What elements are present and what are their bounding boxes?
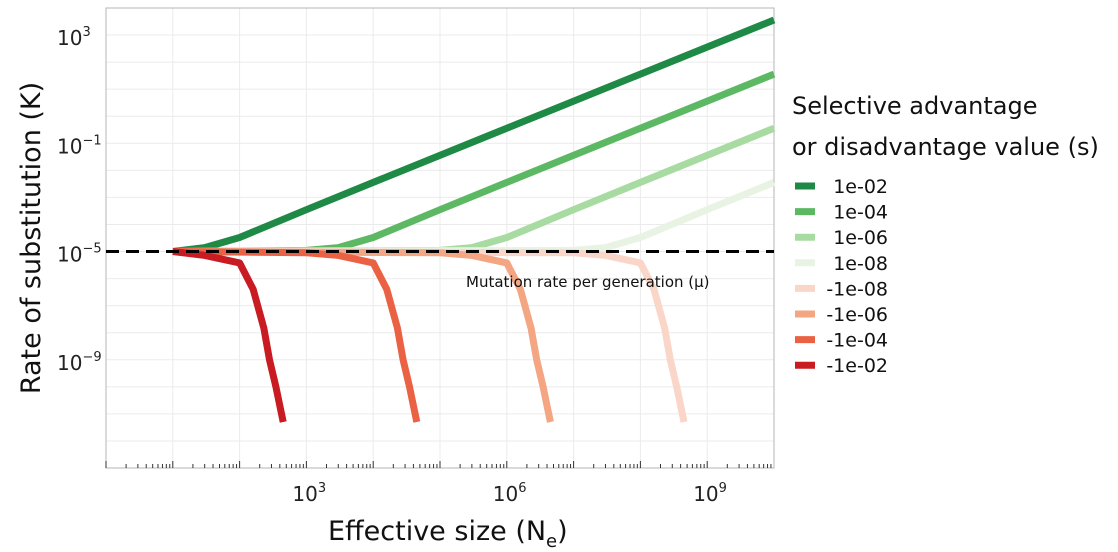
series-lines xyxy=(172,16,776,423)
x-tick-exponent: 3 xyxy=(318,481,326,496)
legend-label: 1e-08 xyxy=(833,253,888,275)
legend-label: -1e-08 xyxy=(826,278,888,300)
y-tick-base: 10 xyxy=(57,134,82,158)
x-tick-base: 10 xyxy=(693,482,718,506)
y-tick-label: 103 xyxy=(57,25,91,50)
y-tick-exponent: 3 xyxy=(82,25,90,40)
series-line-1e-06 xyxy=(172,124,776,255)
legend-items: 1e-02 1e-04 1e-06 1e-08 -1e-08 -1e-06 -1e-04 -1… xyxy=(795,176,888,377)
x-tick-base: 10 xyxy=(493,482,518,506)
reference-line-group: Mutation rate per generation (μ) xyxy=(106,250,774,291)
legend-label: 1e-02 xyxy=(833,176,888,198)
grid xyxy=(106,8,774,468)
x-axis-title: Effective size (Ne) xyxy=(328,516,568,552)
x-axis-title-end: ) xyxy=(557,516,568,547)
y-tick-base: 10 xyxy=(57,243,82,267)
x-tick-label: 109 xyxy=(693,481,727,506)
legend-title-line1: Selective advantage xyxy=(792,92,1037,120)
series-line--1e-06 xyxy=(172,248,554,423)
y-tick-exponent: −5 xyxy=(82,242,101,257)
series-line--1e-04 xyxy=(172,248,421,423)
y-tick-label: 10−5 xyxy=(57,242,102,267)
legend: Selective advantage or disadvantage valu… xyxy=(792,92,1099,377)
y-axis-title: Rate of substitution (K) xyxy=(16,82,47,394)
legend-label: -1e-04 xyxy=(826,330,888,352)
y-tick-exponent: −9 xyxy=(82,350,101,365)
legend-label: 1e-04 xyxy=(833,202,888,224)
legend-label: -1e-02 xyxy=(826,355,888,377)
x-tick-exponent: 6 xyxy=(518,481,526,496)
series-line-1e-02 xyxy=(172,16,776,255)
y-tick-label: 10−9 xyxy=(57,350,102,375)
series-line--1e-08 xyxy=(172,248,688,423)
x-axis-title-main: Effective size (N xyxy=(328,516,546,547)
x-tick-exponent: 9 xyxy=(719,481,727,496)
series-line--1e-02 xyxy=(172,248,287,423)
legend-label: 1e-06 xyxy=(833,227,888,249)
y-tick-exponent: −1 xyxy=(82,133,101,148)
x-tick-label: 103 xyxy=(292,481,326,506)
x-axis-title-subscript: e xyxy=(546,531,557,552)
y-tick-base: 10 xyxy=(57,26,82,50)
y-tick-base: 10 xyxy=(57,351,82,375)
x-tick-base: 10 xyxy=(292,482,317,506)
legend-title-line2: or disadvantage value (s) xyxy=(792,133,1099,161)
mutation-rate-label: Mutation rate per generation (μ) xyxy=(466,273,710,291)
y-tick-label: 10−1 xyxy=(57,133,102,158)
legend-label: -1e-06 xyxy=(826,304,888,326)
x-tick-label: 106 xyxy=(493,481,527,506)
